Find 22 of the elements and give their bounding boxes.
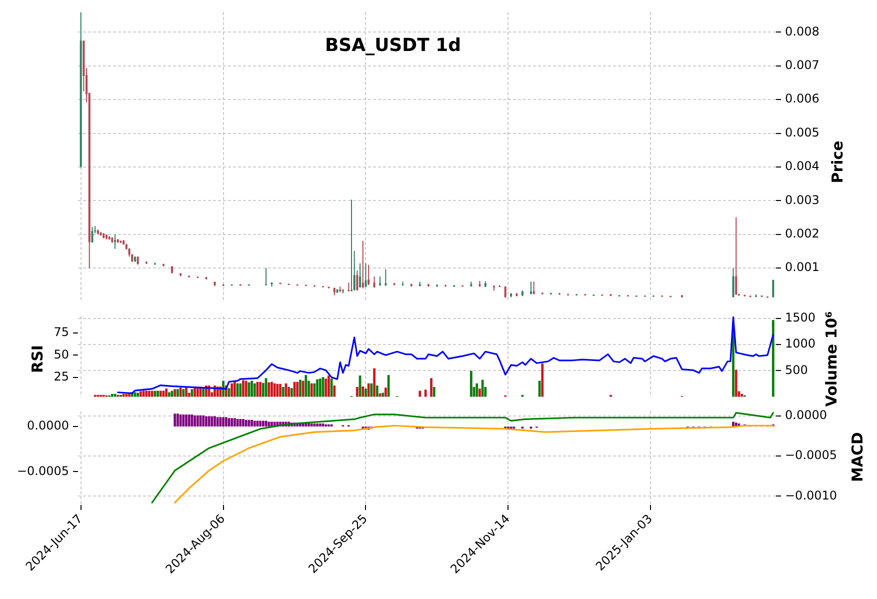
y2-axis-title: Volume 10⁶: [822, 311, 840, 407]
y-tick-label: 0.002: [785, 226, 820, 241]
y-tick-label: 0.003: [785, 192, 820, 207]
y2-tick-label: 1500: [785, 310, 816, 324]
y-tick-label: 0.007: [785, 58, 820, 72]
y-axis-title: Price: [828, 140, 846, 183]
y-tick-label: 75: [54, 325, 69, 340]
y-tick-label: 50: [54, 347, 69, 362]
y2-tick-label: 1000: [785, 336, 816, 351]
y-axis-title: RSI: [28, 345, 46, 373]
y-tick-label: 0.001: [785, 260, 820, 274]
y-tick-label: 25: [54, 369, 69, 384]
y-tick-label: 0.005: [785, 125, 820, 140]
y-tick-label: 0.004: [785, 159, 820, 174]
y-tick-label: 0.006: [785, 92, 820, 106]
y-tick-label: 0.0000: [27, 418, 69, 433]
y-tick-label: 0.008: [785, 24, 820, 38]
y2-tick-label: −0.0010: [785, 488, 838, 502]
y2-axis-title: MACD: [848, 432, 866, 482]
y-tick-label: −0.0005: [16, 464, 69, 478]
y2-tick-label: 500: [785, 362, 808, 377]
text: BSA_USDT 1d: [324, 35, 462, 56]
